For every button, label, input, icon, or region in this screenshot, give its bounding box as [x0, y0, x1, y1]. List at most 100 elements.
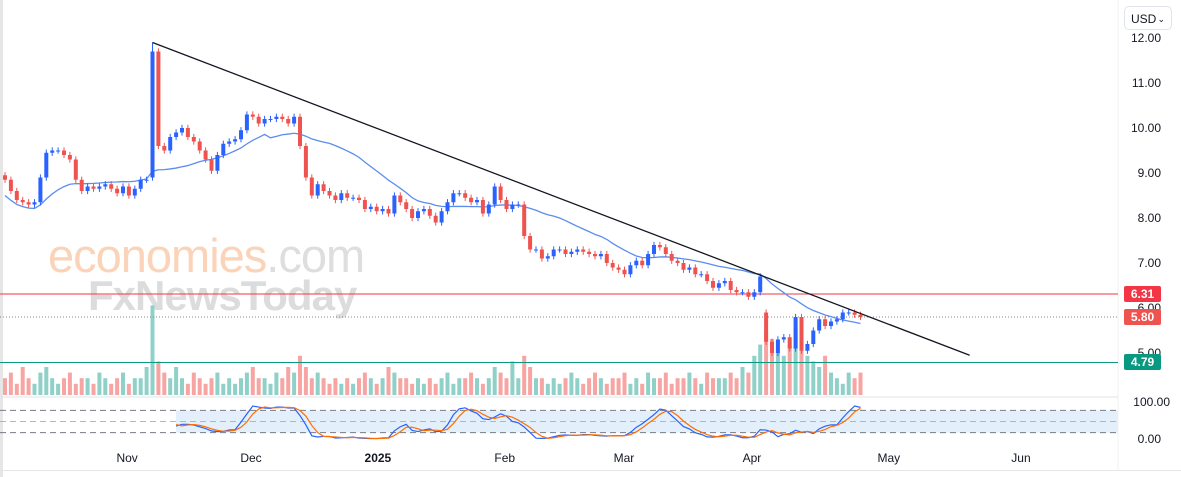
volume-bar [392, 372, 397, 395]
candle-down [852, 312, 857, 315]
volume-bar [362, 372, 367, 395]
candle-down [587, 251, 592, 254]
volume-bar [781, 355, 786, 395]
volume-bar [132, 378, 137, 395]
volume-bar [575, 378, 580, 395]
volume-bar [640, 383, 645, 395]
volume-bar [722, 378, 727, 395]
volume-bar [8, 372, 13, 395]
volume-bar [79, 378, 84, 395]
candle-down [73, 159, 78, 180]
candle-down [823, 319, 828, 326]
currency-selector[interactable]: USD ⌄ [1124, 6, 1172, 30]
volume-bar [256, 378, 261, 395]
candle-up [534, 249, 538, 251]
volume-bar [351, 383, 356, 395]
candle-down [374, 206, 379, 212]
candle-down [675, 260, 680, 263]
volume-bar [480, 383, 485, 395]
volume-bar [699, 383, 704, 395]
volume-bar [174, 367, 179, 395]
volume-bar [14, 383, 19, 395]
candle-down [280, 116, 285, 119]
candle-down [362, 200, 367, 209]
volume-bar [103, 378, 108, 395]
volume-bar [711, 378, 715, 395]
volume-bar [528, 367, 533, 395]
volume-bar [463, 378, 468, 395]
candle-down [250, 114, 255, 117]
left-border [0, 0, 3, 477]
candle-down [463, 193, 468, 198]
time-tick-label: Apr [742, 451, 762, 465]
volume-bar [457, 378, 462, 395]
volume-bar [681, 378, 686, 395]
volume-bar [357, 378, 361, 395]
volume-bar [44, 367, 49, 395]
time-tick-label: 2025 [364, 451, 392, 465]
volume-bar [91, 383, 96, 395]
volume-bar [233, 383, 238, 395]
volume-bar [764, 333, 769, 395]
candle-down [303, 146, 308, 178]
candle-down [357, 197, 361, 200]
volume-bar [168, 378, 173, 395]
candle-down [799, 317, 804, 351]
candle-down [640, 260, 645, 266]
candle-down [209, 159, 214, 171]
volume-bar [504, 378, 509, 395]
volume-bar [852, 378, 857, 395]
candle-up [752, 292, 757, 297]
candle-down [126, 186, 131, 196]
volume-bar [85, 378, 90, 395]
volume-bar [811, 361, 816, 395]
candle-up [846, 312, 851, 314]
volume-bar [840, 383, 845, 395]
volume-bar [339, 383, 344, 395]
candle-up [439, 211, 444, 223]
candle-down [203, 150, 208, 160]
volume-bar [652, 378, 656, 395]
candle-up [392, 195, 397, 214]
volume-bar [693, 378, 698, 395]
volume-bar [26, 378, 31, 395]
volume-bar [404, 378, 409, 395]
volume-bar [593, 372, 597, 395]
volume-bar [97, 372, 102, 395]
candle-down [3, 175, 7, 180]
candle-down [711, 281, 715, 288]
volume-bar [522, 355, 527, 395]
volume-bar [298, 355, 302, 395]
candle-up [292, 116, 297, 124]
price-tick-label: 11.00 [1131, 76, 1161, 90]
volume-bar [746, 372, 751, 395]
volume-bar [416, 378, 420, 395]
volume-bar [227, 378, 232, 395]
candle-down [593, 254, 597, 257]
candle-up [545, 256, 550, 259]
volume-bar [634, 378, 639, 395]
volume-bar [557, 383, 562, 395]
volume-bar [268, 383, 273, 395]
volume-bar [492, 367, 497, 395]
candle-up [687, 267, 692, 270]
volume-bar [185, 383, 190, 395]
volume-bar [823, 355, 828, 395]
candle-up [168, 137, 173, 151]
volume-bar [569, 372, 574, 395]
candle-up [380, 209, 385, 212]
volume-bar [728, 372, 733, 395]
currency-label: USD [1131, 12, 1157, 26]
candle-down [14, 191, 19, 200]
candle-up [85, 186, 90, 191]
volume-bar [150, 305, 155, 395]
candle-down [669, 254, 674, 261]
candle-up [215, 155, 220, 171]
candle-up [793, 317, 798, 349]
volume-bar [475, 378, 479, 395]
candle-up [628, 265, 633, 275]
candle-up [551, 249, 556, 257]
candle-up [598, 254, 603, 257]
candle-up [416, 211, 420, 218]
